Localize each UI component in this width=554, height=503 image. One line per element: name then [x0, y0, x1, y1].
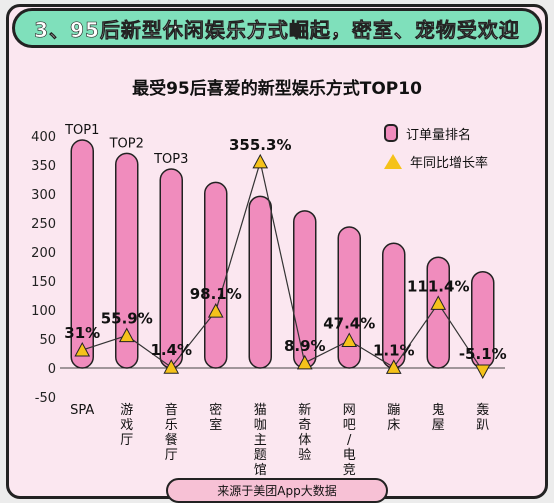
bar: [248, 195, 272, 369]
section-title: 3、95后新型休闲娱乐方式崛起，密室、宠物受欢迎: [34, 17, 520, 42]
growth-marker: [385, 359, 402, 374]
growth-data-label: 1.1%: [373, 341, 415, 359]
growth-data-label: -5.1%: [459, 345, 507, 363]
chart-legend: 订单量排名 年同比增长率: [384, 121, 488, 177]
top-rank-label: TOP2: [109, 136, 144, 151]
x-tick-label: 戏: [120, 418, 133, 433]
growth-data-label: 47.4%: [323, 315, 375, 333]
bar: [159, 168, 183, 369]
x-tick-label: 竞: [343, 462, 356, 478]
x-tick-label: 餐: [165, 432, 178, 448]
x-tick-label: 轰: [476, 402, 489, 418]
growth-marker: [163, 359, 180, 374]
x-tick-label: 奇: [298, 417, 311, 433]
y-tick-label: 0: [48, 362, 56, 377]
x-tick-label: 室: [209, 417, 222, 433]
source-note: 来源于美团App大数据: [166, 478, 388, 503]
x-tick-label: 鬼: [432, 402, 445, 418]
x-tick-label: 新: [298, 402, 311, 418]
x-tick-label: 电: [343, 448, 356, 463]
x-tick-label: 音: [165, 402, 178, 418]
x-tick-label: 吧: [343, 418, 356, 433]
growth-line: [82, 159, 484, 372]
x-tick-label: 主: [254, 433, 267, 448]
x-tick-label: 蹦: [387, 403, 400, 418]
legend-bar-label: 订单量排名: [406, 127, 472, 143]
legend-item-line: 年同比增长率: [384, 149, 488, 173]
growth-marker: [207, 303, 224, 318]
x-tick-label: 趴: [476, 418, 489, 433]
bar: [337, 226, 361, 369]
y-tick-label: 400: [31, 130, 56, 145]
y-tick-label: -50: [35, 391, 56, 406]
section-header: 3、95后新型休闲娱乐方式崛起，密室、宠物受欢迎: [12, 8, 542, 48]
growth-data-label: 1.4%: [150, 341, 192, 359]
y-tick-label: 200: [31, 246, 56, 261]
growth-data-label: 8.9%: [284, 337, 326, 355]
infographic-card: [6, 4, 548, 499]
bar: [70, 139, 94, 369]
legend-bar-swatch: [384, 124, 398, 142]
chart-title: 最受95后喜爱的新型娱乐方式TOP10: [132, 79, 422, 99]
x-tick-label: 题: [254, 448, 267, 463]
x-tick-label: 密: [209, 402, 222, 418]
x-tick-label: SPA: [70, 403, 94, 418]
x-tick-label: 体: [298, 433, 311, 448]
x-tick-label: 验: [298, 447, 311, 463]
legend-triangle-icon: [384, 153, 402, 169]
bar: [426, 256, 450, 369]
x-tick-label: 猫: [254, 403, 267, 418]
growth-marker: [118, 327, 135, 343]
growth-data-label: 31%: [64, 324, 100, 342]
x-tick-label: 厅: [165, 448, 178, 463]
x-tick-label: 网: [343, 403, 356, 418]
y-tick-label: 100: [31, 304, 56, 319]
x-tick-label: 咖: [254, 418, 267, 433]
growth-marker: [296, 354, 313, 370]
growth-data-label: 355.3%: [229, 136, 291, 154]
growth-marker: [252, 153, 269, 169]
x-tick-label: 厅: [120, 433, 133, 448]
bar: [115, 152, 139, 369]
growth-marker: [74, 341, 91, 357]
growth-data-label: 55.9%: [101, 310, 153, 328]
y-tick-label: 50: [39, 333, 56, 348]
y-tick-label: 350: [31, 159, 56, 174]
growth-marker: [474, 364, 491, 380]
top-rank-label: TOP1: [64, 123, 99, 138]
y-tick-label: 250: [31, 217, 56, 232]
x-tick-label: 馆: [254, 463, 267, 478]
y-tick-label: 300: [31, 188, 56, 203]
x-tick-label: 游: [120, 403, 133, 418]
x-tick-label: /: [347, 433, 352, 448]
x-tick-label: 床: [387, 418, 400, 433]
top-rank-label: TOP3: [153, 152, 188, 167]
growth-data-label: 98.1%: [190, 285, 242, 303]
legend-line-label: 年同比增长率: [410, 155, 489, 171]
x-tick-label: 屋: [432, 418, 445, 433]
x-tick-label: 乐: [165, 418, 178, 433]
bar: [204, 181, 228, 369]
growth-data-label: 111.4%: [407, 277, 469, 295]
growth-marker: [430, 295, 447, 310]
y-tick-label: 150: [31, 275, 56, 290]
legend-item-bar: 订单量排名: [384, 121, 488, 145]
growth-marker: [341, 332, 358, 348]
